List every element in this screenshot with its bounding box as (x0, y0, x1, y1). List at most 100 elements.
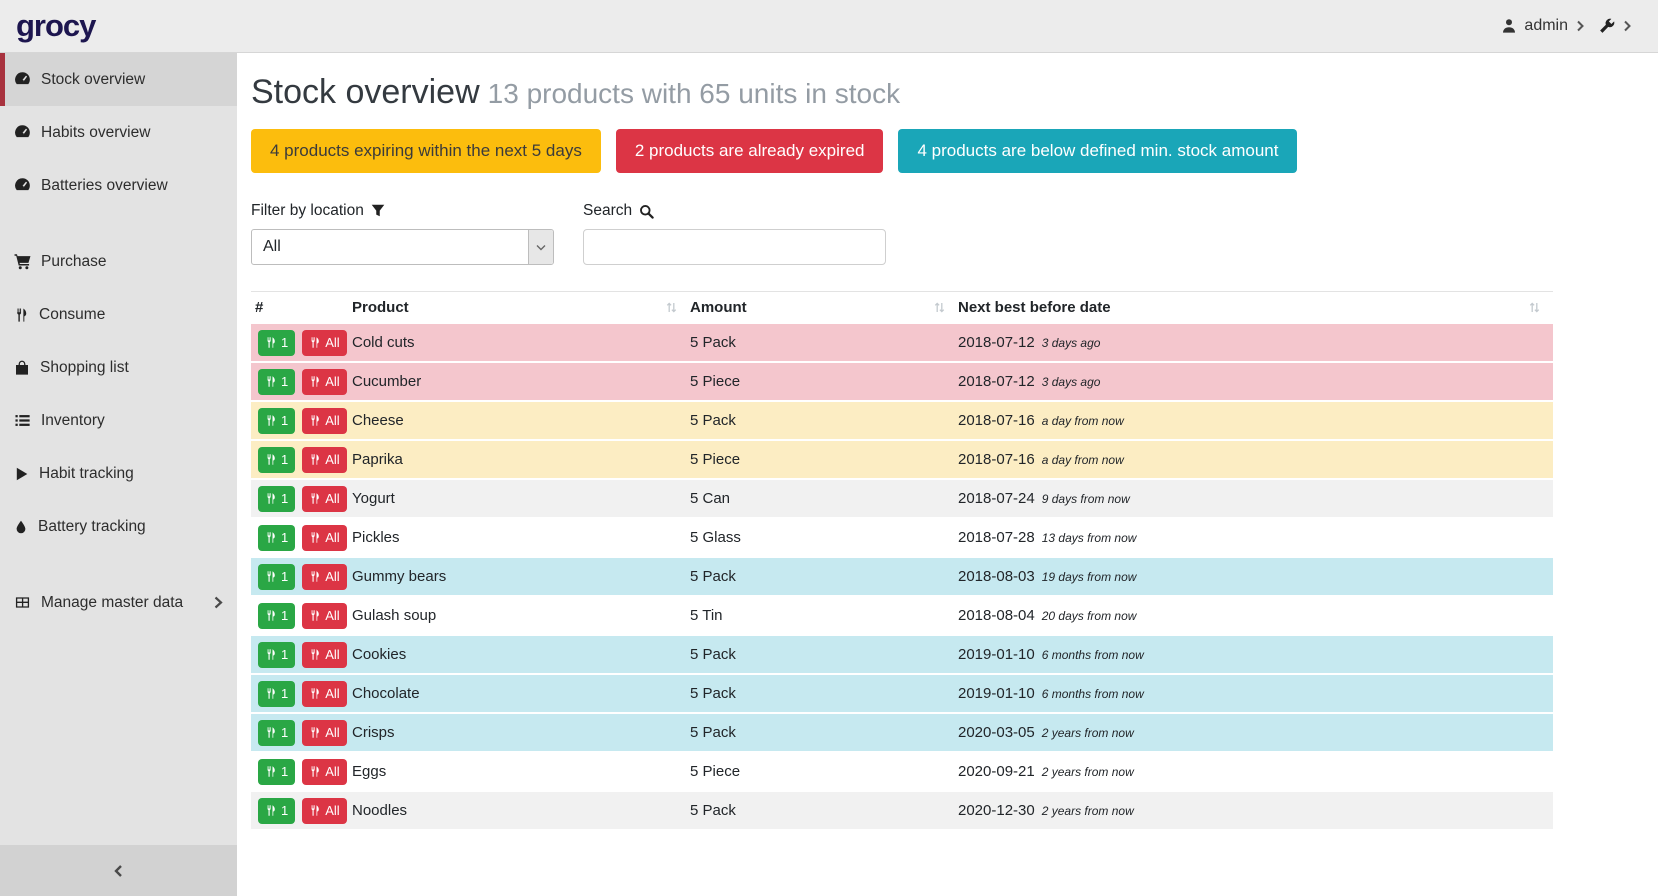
status-badge-info: 4 products are below defined min. stock … (898, 129, 1298, 173)
consume-one-button[interactable]: 1 (258, 680, 296, 707)
sidebar-item-label: Purchase (41, 252, 107, 270)
consume-all-button[interactable]: All (302, 368, 347, 395)
sidebar-collapse-button[interactable] (0, 845, 237, 896)
play-icon (14, 466, 29, 482)
consume-one-button[interactable]: 1 (258, 758, 296, 785)
table-row: 1 All Cucumber 5 Piece 2018-07-12 3 days … (251, 361, 1553, 400)
consume-one-button[interactable]: 1 (258, 446, 296, 473)
utensils-icon (309, 687, 321, 700)
consume-all-button[interactable]: All (302, 524, 347, 551)
utensils-icon (309, 492, 321, 505)
table-row: 1 All Cold cuts 5 Pack 2018-07-12 3 days … (251, 322, 1553, 361)
app-logo[interactable]: grocy (16, 8, 96, 43)
utensils-icon (265, 492, 277, 505)
sidebar-item-consume[interactable]: Consume (0, 288, 237, 341)
cart-icon (14, 253, 31, 270)
consume-all-button[interactable]: All (302, 758, 347, 785)
chevron-left-icon (113, 864, 124, 878)
consume-one-button[interactable]: 1 (258, 485, 296, 512)
consume-one-button[interactable]: 1 (258, 368, 296, 395)
column-header-amount[interactable]: Amount (690, 299, 958, 316)
column-header--: # (251, 299, 352, 316)
user-menu[interactable]: admin (1501, 17, 1585, 35)
sidebar-item-inventory[interactable]: Inventory (0, 394, 237, 447)
sidebar-item-batteries-overview[interactable]: Batteries overview (0, 159, 237, 212)
column-header-next-best-before-date[interactable]: Next best before date (958, 299, 1553, 316)
consume-all-button[interactable]: All (302, 563, 347, 590)
consume-one-button[interactable]: 1 (258, 329, 296, 356)
chevron-right-icon (1575, 20, 1585, 32)
sidebar-item-label: Consume (39, 305, 106, 323)
date-value: 2018-08-03 (958, 568, 1035, 585)
consume-all-button[interactable]: All (302, 602, 347, 629)
product-amount: 5 Pack (690, 802, 736, 819)
location-filter: Filter by location All (251, 202, 554, 265)
consume-one-button[interactable]: 1 (258, 719, 296, 746)
gauge-icon (14, 71, 31, 88)
search-input[interactable] (583, 229, 886, 265)
date-relative: 2 years from now (1041, 804, 1134, 818)
product-amount: 5 Piece (690, 451, 741, 468)
user-name: admin (1524, 17, 1568, 34)
utensils-icon (265, 804, 277, 817)
utensils-icon (265, 726, 277, 739)
date-value: 2019-01-10 (958, 685, 1035, 702)
best-before-date: 2018-07-16 a day from now (958, 451, 1553, 468)
product-name: Yogurt (352, 490, 395, 507)
sidebar-item-label: Battery tracking (38, 517, 146, 535)
product-amount: 5 Pack (690, 412, 736, 429)
sort-icon[interactable] (666, 301, 690, 314)
consume-one-button[interactable]: 1 (258, 641, 296, 668)
table-row: 1 All Gulash soup 5 Tin 2018-08-04 20 day… (251, 595, 1553, 634)
consume-all-button[interactable]: All (302, 680, 347, 707)
consume-all-button[interactable]: All (302, 719, 347, 746)
consume-all-button[interactable]: All (302, 407, 347, 434)
date-value: 2020-03-05 (958, 724, 1035, 741)
utensils-icon (309, 648, 321, 661)
column-header-label: # (255, 299, 264, 316)
sidebar: Stock overview Habits overview Batteries o… (0, 53, 237, 896)
column-header-product[interactable]: Product (352, 299, 690, 316)
date-value: 2020-09-21 (958, 763, 1035, 780)
consume-one-button[interactable]: 1 (258, 602, 296, 629)
best-before-date: 2020-03-05 2 years from now (958, 724, 1553, 741)
consume-all-button[interactable]: All (302, 641, 347, 668)
consume-all-button[interactable]: All (302, 797, 347, 824)
consume-all-button[interactable]: All (302, 329, 347, 356)
consume-one-button[interactable]: 1 (258, 797, 296, 824)
sidebar-item-stock-overview[interactable]: Stock overview (0, 53, 237, 106)
utensils-icon (265, 453, 277, 466)
product-amount: 5 Pack (690, 334, 736, 351)
sidebar-item-label: Stock overview (41, 70, 146, 88)
location-select[interactable]: All (251, 229, 554, 265)
date-value: 2018-07-16 (958, 412, 1035, 429)
product-name: Paprika (352, 451, 403, 468)
date-value: 2020-12-30 (958, 802, 1035, 819)
utensils-icon (309, 765, 321, 778)
sidebar-item-shopping-list[interactable]: Shopping list (0, 341, 237, 394)
page-subtitle: 13 products with 65 units in stock (487, 78, 901, 109)
sidebar-item-manage-master-data[interactable]: Manage master data (0, 576, 237, 629)
product-name: Cookies (352, 646, 407, 663)
wrench-icon (1598, 18, 1615, 35)
sort-icon[interactable] (1529, 301, 1553, 314)
sidebar-item-battery-tracking[interactable]: Battery tracking (0, 500, 237, 553)
consume-one-button[interactable]: 1 (258, 563, 296, 590)
product-name: Cheese (352, 412, 404, 429)
sidebar-item-habit-tracking[interactable]: Habit tracking (0, 447, 237, 500)
best-before-date: 2018-07-12 3 days ago (958, 334, 1553, 351)
table-row: 1 All Yogurt 5 Can 2018-07-24 9 days from… (251, 478, 1553, 517)
consume-one-button[interactable]: 1 (258, 524, 296, 551)
utensils-icon (265, 531, 277, 544)
consume-all-button[interactable]: All (302, 485, 347, 512)
sidebar-item-purchase[interactable]: Purchase (0, 235, 237, 288)
main-content: Stock overview 13 products with 65 units … (237, 53, 1658, 896)
date-relative: 9 days from now (1041, 492, 1130, 506)
sort-icon[interactable] (934, 301, 958, 314)
sidebar-item-habits-overview[interactable]: Habits overview (0, 106, 237, 159)
status-badge-danger: 2 products are already expired (615, 129, 884, 173)
consume-one-button[interactable]: 1 (258, 407, 296, 434)
consume-all-button[interactable]: All (302, 446, 347, 473)
filter-label: Filter by location (251, 202, 364, 219)
settings-menu[interactable] (1598, 18, 1632, 35)
